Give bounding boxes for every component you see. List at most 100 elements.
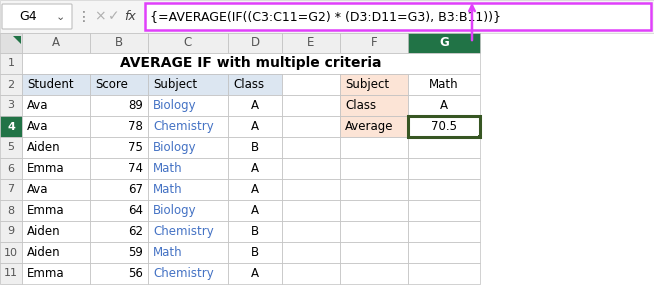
Bar [148,242,228,263]
Bar [408,74,480,95]
Text: Math: Math [153,162,182,175]
Bar [148,263,228,284]
Bar [228,95,282,116]
Bar [282,221,340,242]
Bar [0,158,22,179]
Bar [90,33,148,53]
Text: Score: Score [95,78,128,91]
Text: Ava: Ava [27,99,48,112]
Text: A: A [251,120,259,133]
Text: Aiden: Aiden [27,141,61,154]
Bar [228,221,282,242]
Text: Ava: Ava [27,183,48,196]
Bar [282,263,340,284]
Text: AVERAGE IF with multiple criteria: AVERAGE IF with multiple criteria [120,57,382,71]
Bar [0,221,22,242]
Bar [148,137,228,158]
Text: 89: 89 [128,99,143,112]
Bar [90,242,148,263]
Bar [90,137,148,158]
Bar [408,95,480,116]
Text: B: B [251,141,259,154]
FancyBboxPatch shape [2,4,72,29]
Text: Class: Class [233,78,264,91]
Bar [0,33,22,53]
Text: ⌄: ⌄ [56,11,65,22]
Bar [90,221,148,242]
Bar [22,53,480,74]
Text: 7: 7 [7,185,14,195]
Text: 9: 9 [7,226,14,236]
Bar [0,0,654,33]
Text: Emma: Emma [27,267,65,280]
Bar [478,135,482,139]
Text: ×: × [94,9,106,24]
Bar [148,179,228,200]
Bar [340,221,408,242]
Text: ⋮: ⋮ [77,9,91,24]
Bar [90,74,148,95]
Text: 6: 6 [7,164,14,174]
Text: 1: 1 [7,59,14,69]
Bar [228,33,282,53]
Text: Math: Math [153,183,182,196]
Text: 64: 64 [128,204,143,217]
Bar [0,242,22,263]
Text: E: E [307,36,315,49]
Bar [90,263,148,284]
Bar [282,242,340,263]
Text: Emma: Emma [27,162,65,175]
Text: Biology: Biology [153,204,197,217]
Bar [148,74,228,95]
Text: 78: 78 [128,120,143,133]
Text: Class: Class [345,99,376,112]
Bar [22,263,90,284]
Bar [228,116,282,137]
Bar [408,221,480,242]
Bar [282,137,340,158]
Bar [408,33,480,53]
Bar [90,158,148,179]
Text: A: A [251,267,259,280]
Text: C: C [184,36,192,49]
Text: B: B [251,225,259,238]
Bar [408,263,480,284]
Bar [408,179,480,200]
Text: 70.5: 70.5 [431,120,457,133]
Bar [408,158,480,179]
Bar [228,242,282,263]
Bar [282,179,340,200]
Bar [228,137,282,158]
Text: 2: 2 [7,79,14,90]
Bar [340,179,408,200]
Text: Aiden: Aiden [27,225,61,238]
Bar [282,200,340,221]
Text: 67: 67 [128,183,143,196]
Text: A: A [251,162,259,175]
Bar [340,200,408,221]
Text: D: D [250,36,260,49]
Bar [340,137,408,158]
Bar [0,95,22,116]
Bar [22,74,90,95]
Bar [22,137,90,158]
Text: Subject: Subject [345,78,389,91]
Bar [90,95,148,116]
Bar [22,200,90,221]
Text: Aiden: Aiden [27,246,61,259]
Bar [340,263,408,284]
Text: 62: 62 [128,225,143,238]
Bar [148,95,228,116]
Text: A: A [440,99,448,112]
Text: 75: 75 [128,141,143,154]
Bar [282,116,340,137]
Text: 8: 8 [7,205,14,216]
Text: 3: 3 [7,100,14,110]
Bar [148,116,228,137]
Bar [228,263,282,284]
Text: B: B [251,246,259,259]
Text: fx: fx [124,10,136,23]
Text: Biology: Biology [153,99,197,112]
Text: A: A [251,183,259,196]
Bar [22,33,90,53]
